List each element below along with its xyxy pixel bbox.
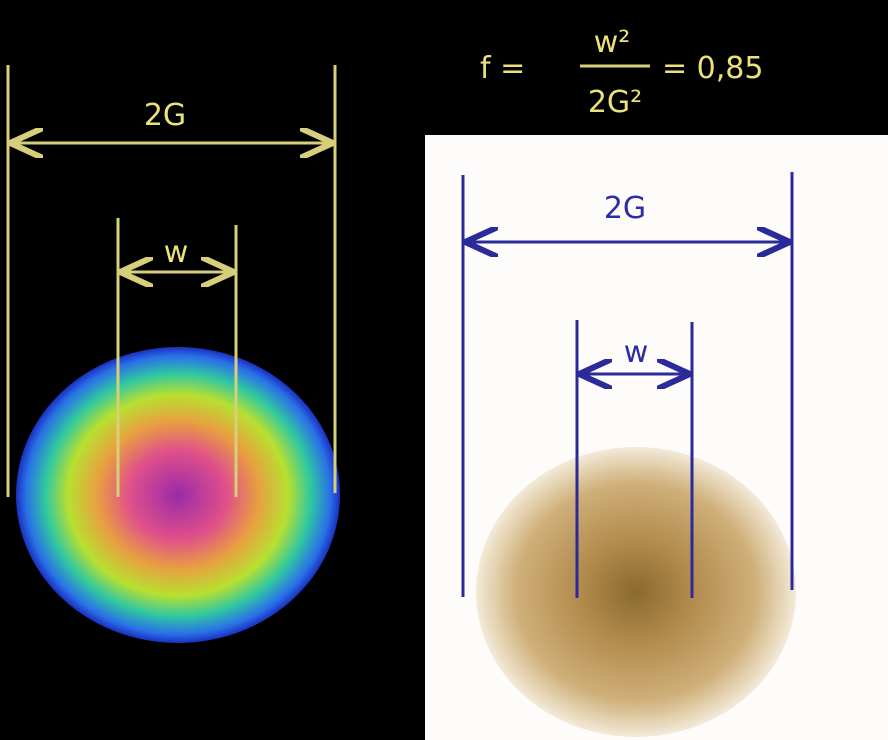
heatmap-spot — [16, 347, 340, 643]
right-panel: 2G w — [425, 135, 888, 740]
formula-rhs: = 0,85 — [662, 51, 763, 86]
width-label: 2G — [604, 191, 646, 226]
formula: f = w² 2G² = 0,85 — [480, 25, 763, 120]
inner-label: w — [164, 235, 189, 270]
width-label: 2G — [144, 98, 186, 133]
formula-lhs: f = — [480, 51, 525, 86]
inner-label: w — [624, 335, 649, 370]
left-panel: 2G w — [6, 65, 340, 643]
ink-spot — [476, 447, 796, 737]
formula-numerator: w² — [594, 25, 631, 60]
formula-denominator: 2G² — [588, 85, 642, 120]
